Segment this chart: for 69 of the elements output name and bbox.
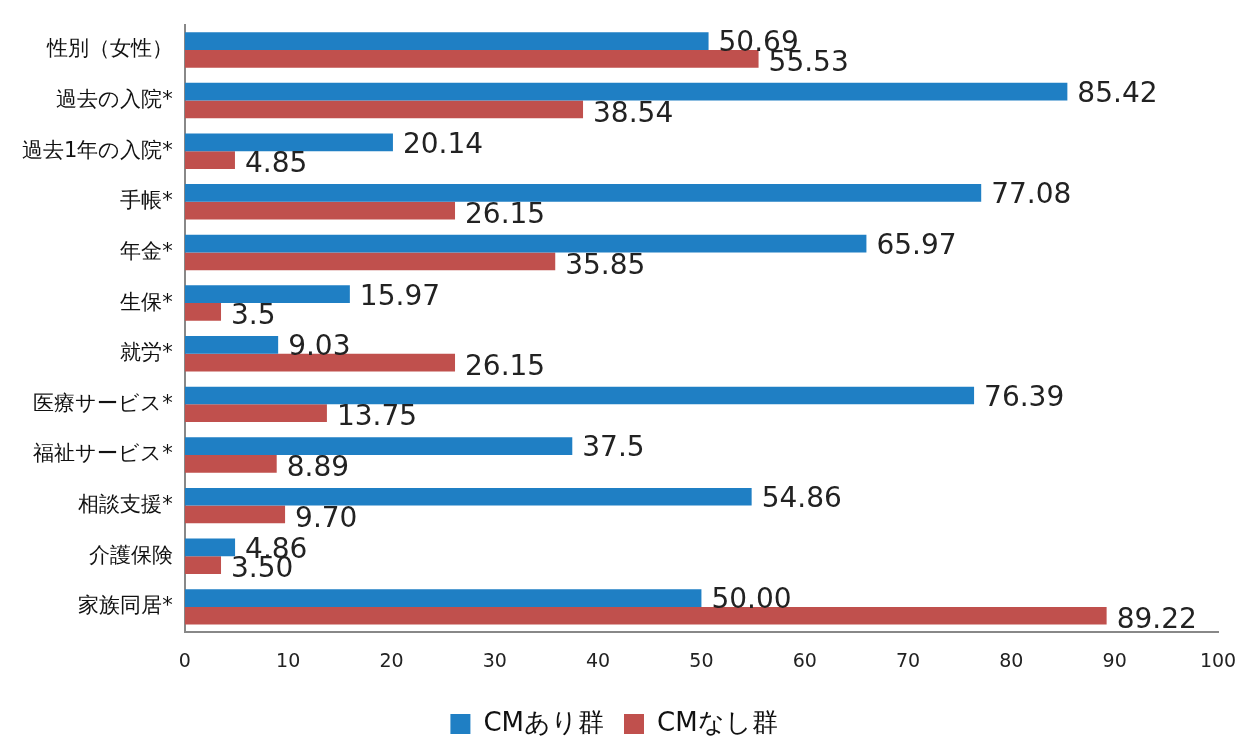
y-tick-label: 手帳* (120, 188, 173, 213)
bar (184, 49, 759, 68)
x-tick-label: 40 (586, 648, 611, 671)
bar (184, 556, 222, 574)
bar (184, 151, 235, 169)
y-tick-label: 医療サービス* (33, 390, 173, 415)
y-tick-label: 家族同居* (78, 593, 173, 618)
x-tick-label: 90 (1102, 648, 1127, 671)
data-label: 76.39 (984, 379, 1065, 413)
data-label: 15.97 (359, 278, 441, 312)
x-tick-label: 20 (379, 648, 404, 671)
y-tick-label: 相談支援* (78, 492, 173, 517)
x-tick-label: 10 (276, 648, 301, 671)
bar (184, 201, 456, 220)
bar (184, 32, 709, 50)
x-tick-label: 50 (689, 648, 714, 671)
data-label: 37.5 (582, 430, 645, 464)
bar (184, 133, 393, 152)
data-label: 38.54 (593, 95, 674, 129)
data-label: 54.86 (761, 481, 842, 515)
bar (184, 234, 867, 253)
bar (184, 454, 277, 473)
x-tick-label: 60 (792, 648, 817, 671)
data-label: 9.70 (295, 500, 358, 534)
data-label: 4.85 (244, 146, 308, 180)
y-tick-label: 就労* (120, 340, 173, 365)
y-tick-label: 年金* (120, 238, 173, 263)
y-tick-label: 過去の入院* (56, 87, 173, 111)
data-label: 3.5 (231, 298, 276, 332)
bar (184, 589, 702, 607)
bar (184, 437, 573, 455)
x-tick-label: 0 (178, 648, 191, 671)
bar (184, 285, 350, 304)
bar (184, 538, 236, 557)
data-label: 9.03 (288, 329, 351, 363)
legend-label: CMなし群 (657, 706, 778, 737)
x-tick-label: 100 (1199, 648, 1237, 671)
data-label: 26.15 (465, 348, 546, 382)
data-label: 89.22 (1116, 602, 1197, 636)
y-tick-label: 性別（女性） (45, 36, 173, 61)
y-tick-label: 生保* (120, 289, 173, 314)
bar (184, 404, 327, 423)
y-tick-label: 福祉サービス* (33, 441, 173, 466)
y-tick-label: 介護保険 (88, 542, 173, 567)
data-label: 65.97 (876, 227, 957, 261)
y-tick-label: 過去1年の入院* (21, 137, 173, 162)
bar (184, 353, 456, 372)
data-label: 26.15 (465, 196, 546, 230)
data-label: 13.75 (336, 399, 418, 433)
bar (184, 82, 1068, 101)
bar (184, 386, 975, 405)
x-tick-label: 30 (482, 648, 507, 671)
data-label: 77.08 (991, 177, 1072, 211)
data-label: 20.14 (402, 126, 484, 160)
data-label: 35.85 (565, 247, 646, 281)
bar (184, 505, 286, 524)
legend-label: CMあり群 (483, 706, 605, 737)
bar (184, 100, 584, 119)
data-label: 50.00 (711, 582, 792, 616)
x-tick-label: 70 (895, 648, 921, 671)
data-label: 85.42 (1077, 75, 1158, 109)
bar (184, 606, 1107, 625)
x-tick-label: 80 (999, 648, 1024, 671)
bar (184, 184, 982, 202)
bar (184, 252, 556, 271)
bar (184, 336, 279, 354)
bar (184, 303, 222, 321)
bar (184, 487, 752, 506)
data-label: 8.89 (286, 450, 350, 484)
